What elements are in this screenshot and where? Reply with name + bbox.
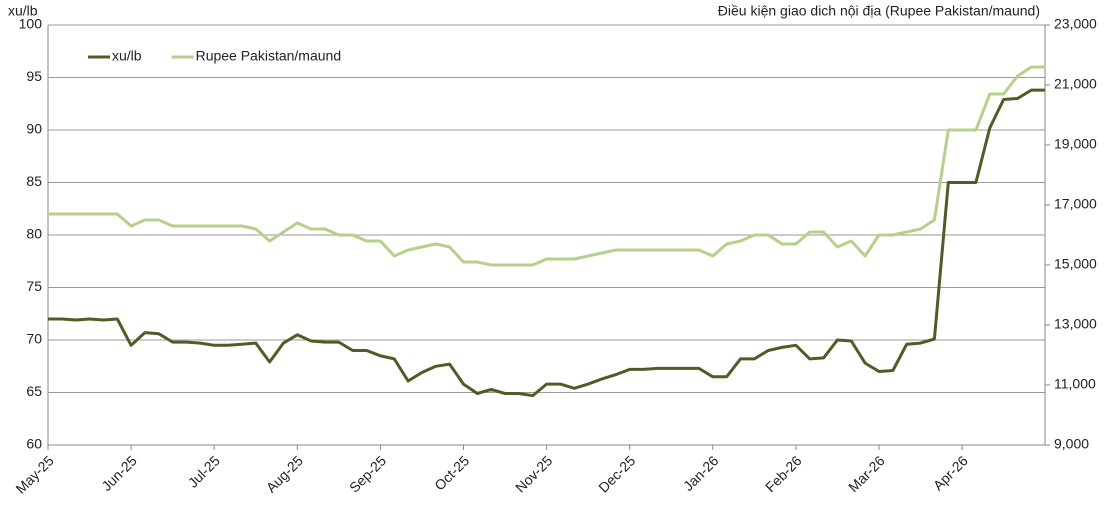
y-tick-label: 95 [26, 68, 42, 84]
x-tick-label: Nov-25 [512, 452, 555, 495]
y-tick-label: 85 [26, 173, 42, 189]
x-tick-label: Jan-26 [680, 452, 722, 494]
x-tick-label: Sep-25 [346, 452, 389, 495]
x-tick-label: Mar-26 [845, 452, 888, 495]
x-tick-label: Jun-25 [98, 452, 140, 494]
y2-tick-label: 19,000 [1054, 136, 1097, 152]
y-tick-label: 70 [26, 331, 42, 347]
y-tick-label: 100 [19, 16, 43, 32]
y-tick-label: 65 [26, 383, 42, 399]
y2-tick-label: 21,000 [1054, 76, 1097, 92]
y-tick-label: 75 [26, 278, 42, 294]
y2-tick-label: 23,000 [1054, 16, 1097, 32]
y-tick-label: 60 [26, 436, 42, 452]
y2-tick-label: 13,000 [1054, 316, 1097, 332]
y2-axis-label: Điều kiện giao dich nội địa (Rupee Pakis… [718, 3, 1040, 19]
legend-label: xu/lb [112, 48, 142, 64]
y2-tick-label: 11,000 [1054, 376, 1096, 392]
series-line [48, 65, 1046, 267]
legend-label: Rupee Pakistan/maund [196, 48, 342, 64]
x-tick-label: Oct-25 [431, 452, 472, 493]
y-axis-label: xu/lb [8, 3, 38, 19]
x-tick-label: Aug-25 [263, 452, 306, 495]
x-tick-label: May-25 [12, 452, 56, 496]
y-tick-label: 80 [26, 226, 42, 242]
x-tick-label: Feb-26 [762, 452, 805, 495]
series-line [48, 88, 1046, 398]
x-tick-label: Dec-25 [595, 452, 638, 495]
y-tick-label: 90 [26, 121, 42, 137]
y2-tick-label: 15,000 [1054, 256, 1097, 272]
y2-tick-label: 9,000 [1054, 436, 1089, 452]
y2-tick-label: 17,000 [1054, 196, 1097, 212]
x-tick-label: Apr-26 [930, 452, 971, 493]
x-tick-label: Jul-25 [185, 452, 223, 490]
